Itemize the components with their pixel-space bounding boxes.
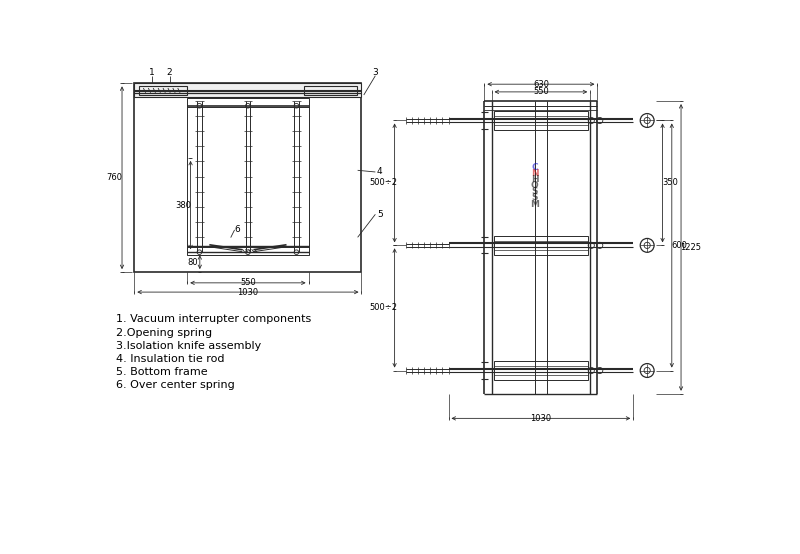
Text: M: M bbox=[530, 199, 539, 209]
Text: 2: 2 bbox=[167, 68, 173, 77]
Text: 6: 6 bbox=[234, 225, 240, 234]
Text: 1: 1 bbox=[149, 68, 155, 77]
Text: 600: 600 bbox=[671, 241, 687, 250]
Bar bbox=[187, 98, 309, 255]
Text: 550: 550 bbox=[240, 278, 256, 288]
Bar bbox=[138, 86, 187, 95]
Bar bbox=[304, 86, 357, 95]
Text: 1030: 1030 bbox=[530, 414, 551, 423]
Text: S: S bbox=[531, 187, 538, 196]
Text: H: H bbox=[531, 175, 538, 184]
Text: S: S bbox=[531, 193, 538, 202]
Text: 1. Vacuum interrupter components: 1. Vacuum interrupter components bbox=[116, 315, 311, 325]
Bar bbox=[494, 361, 588, 380]
Bar bbox=[134, 84, 362, 97]
Text: 2.Opening spring: 2.Opening spring bbox=[116, 327, 212, 337]
Text: 760: 760 bbox=[106, 173, 122, 182]
Text: 5. Bottom frame: 5. Bottom frame bbox=[116, 367, 207, 377]
Text: 3.Isolation knife assembly: 3.Isolation knife assembly bbox=[116, 341, 261, 351]
Text: 1225: 1225 bbox=[680, 243, 701, 252]
Text: 80: 80 bbox=[187, 258, 198, 266]
Bar bbox=[134, 84, 362, 272]
Text: 630: 630 bbox=[533, 80, 549, 89]
Text: 4. Insulation tie rod: 4. Insulation tie rod bbox=[116, 353, 224, 363]
Text: O: O bbox=[531, 181, 538, 190]
Text: 3: 3 bbox=[373, 68, 378, 77]
Bar bbox=[494, 236, 588, 255]
Text: N: N bbox=[531, 169, 538, 178]
Text: 550: 550 bbox=[533, 88, 549, 96]
Text: 4: 4 bbox=[377, 167, 382, 177]
Text: 350: 350 bbox=[662, 178, 678, 187]
Text: 500÷2: 500÷2 bbox=[370, 304, 398, 312]
Text: 380: 380 bbox=[176, 201, 192, 209]
Text: 500÷2: 500÷2 bbox=[370, 178, 398, 187]
Text: 5: 5 bbox=[377, 210, 382, 219]
Text: 6. Over center spring: 6. Over center spring bbox=[116, 380, 234, 390]
Bar bbox=[494, 111, 588, 130]
Text: 1030: 1030 bbox=[238, 288, 258, 296]
Text: C: C bbox=[531, 163, 538, 172]
